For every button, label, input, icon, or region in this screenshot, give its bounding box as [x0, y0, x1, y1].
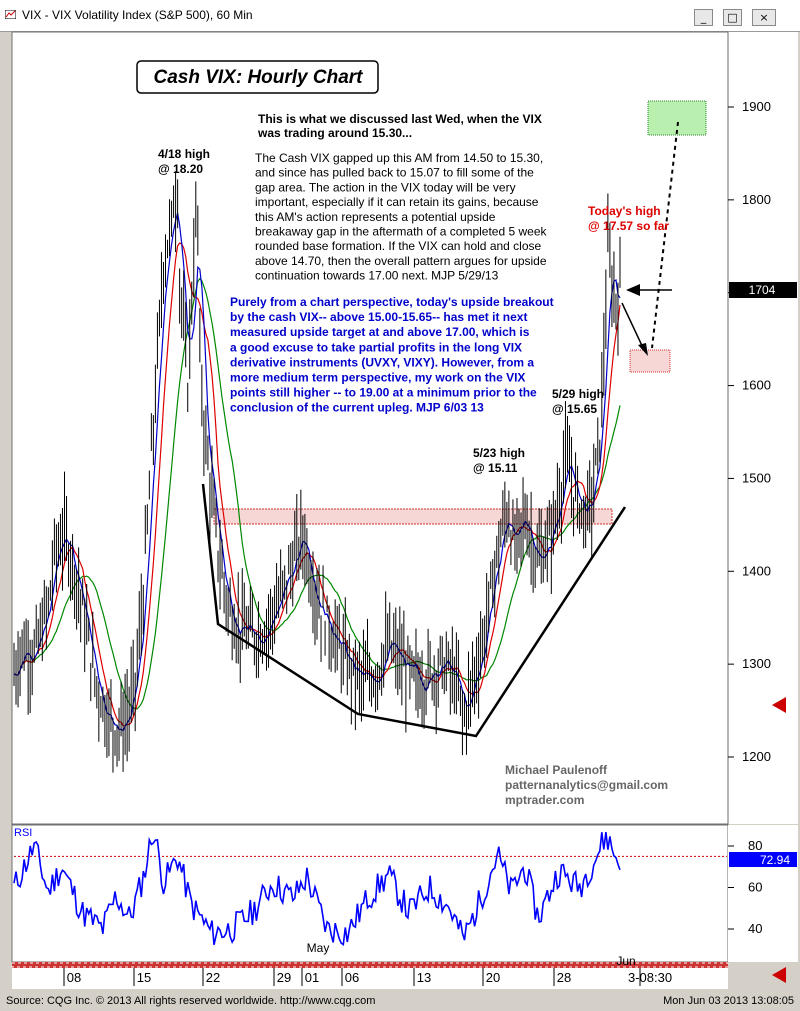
price-tick-label-1900: 1900	[742, 99, 771, 114]
price-tick-label-1500: 1500	[742, 470, 771, 485]
note3-line: conclusion of the current upleg. MJP 6/0…	[230, 401, 484, 415]
note2-line: and since has pulled back to 15.07 to fi…	[255, 166, 534, 180]
lbl-today-line: @ 17.57 so far	[588, 219, 669, 233]
close-button[interactable]: ×	[752, 9, 776, 26]
note2-line: gap area. The action in the VIX today wi…	[255, 180, 516, 194]
x-tick-label-7: 20	[486, 970, 500, 985]
rsi-label: RSI	[14, 827, 32, 839]
price-tick-label-1800: 1800	[742, 192, 771, 207]
rsi-value-box	[729, 852, 797, 867]
lbl-529-line: @ 15.65	[552, 402, 597, 416]
price-tick-label-1200: 1200	[742, 749, 771, 764]
price-bars	[13, 171, 621, 773]
month-label-0: May	[307, 941, 330, 955]
sig-line: patternanalytics@gmail.com	[505, 778, 668, 792]
signature-block: Michael Paulenoffpatternanalytics@gmail.…	[505, 763, 668, 807]
x-axis-date-strip	[12, 962, 728, 968]
note3-line: measured upside target at and above 17.0…	[230, 325, 530, 339]
base-trendline	[201, 483, 627, 738]
note2-line: The Cash VIX gapped up this AM from 14.5…	[255, 151, 543, 165]
note2-line: this AM's action represents a potential …	[255, 210, 496, 224]
label-523-high: 5/23 high@ 15.11	[473, 446, 525, 475]
x-tick-label-4: 01	[305, 970, 319, 985]
resistance-zone	[213, 508, 613, 525]
x-tick-label-3: 29	[277, 970, 291, 985]
time-scroll-arrow-icon[interactable]	[772, 967, 786, 983]
last-price-box	[729, 282, 797, 298]
arrow-head-left	[626, 284, 640, 296]
note1-line: was trading around 15.30...	[257, 126, 412, 140]
note-gap-analysis: The Cash VIX gapped up this AM from 14.5…	[255, 151, 548, 283]
minimize-button[interactable]: _	[694, 9, 713, 26]
note3-line: more medium term perspective, my work on…	[230, 371, 525, 385]
x-tick-label-2: 22	[206, 970, 220, 985]
rsi-tick-label-40: 40	[748, 921, 762, 936]
lbl-529-line: 5/29 high	[552, 387, 604, 401]
lbl-418-line: @ 18.20	[158, 162, 203, 176]
arrow-to-red-box	[621, 302, 645, 351]
rsi-value-label: 72.94	[760, 853, 790, 867]
sig-line: mptrader.com	[505, 793, 584, 807]
target-box-red	[629, 349, 671, 373]
note2-line: continuation towards 17.00 next. MJP 5/2…	[255, 269, 499, 283]
price-tick-label-1300: 1300	[742, 656, 771, 671]
lbl-523-line: 5/23 high	[473, 446, 525, 460]
target-box-green	[647, 100, 707, 136]
rsi-axis: 80 60 40	[728, 838, 762, 936]
chart-title-box	[136, 60, 379, 94]
rsi-tick-label-60: 60	[748, 880, 762, 895]
rsi-panel	[11, 824, 729, 963]
note3-line: derivative instruments (UVXY, VIXY). How…	[230, 355, 534, 369]
window-title-bar[interactable]: VIX - VIX Volatility Index (S&P 500), 60…	[0, 0, 800, 32]
scroll-arrow-icon[interactable]	[772, 697, 786, 713]
note3-line: a good excuse to take partial profits in…	[230, 340, 522, 354]
footer-bar: Source: CQG Inc. © 2013 All rights reser…	[0, 992, 800, 1011]
note2-line: breakaway gap in the aftermath of a comp…	[255, 225, 548, 239]
note1-line: This is what we discussed last Wed, when…	[258, 112, 542, 126]
arrow-head-down	[638, 343, 648, 356]
note-discussed: This is what we discussed last Wed, when…	[257, 112, 542, 140]
rsi-series	[13, 832, 621, 947]
x-tick-label-6: 13	[417, 970, 431, 985]
lbl-today-line: Today's high	[588, 204, 661, 218]
note-breakout: Purely from a chart perspective, today's…	[230, 295, 554, 415]
lbl-523-line: @ 15.11	[473, 461, 518, 475]
sig-line: Michael Paulenoff	[505, 763, 608, 777]
rsi-tick-label-80: 80	[748, 838, 762, 853]
note3-line: by the cash VIX-- above 15.00-15.65-- ha…	[230, 310, 527, 324]
price-axis-area	[728, 32, 798, 824]
price-tick-label-1600: 1600	[742, 378, 771, 393]
x-tick-label-5: 06	[345, 970, 359, 985]
note3-line: Purely from a chart perspective, today's…	[230, 295, 554, 309]
last-price-label: 1704	[749, 283, 776, 297]
x-tick-label-1: 15	[137, 970, 151, 985]
source-credit: Source: CQG Inc. © 2013 All rights reser…	[6, 995, 376, 1007]
price-tick-label-1400: 1400	[742, 563, 771, 578]
rsi-line	[13, 832, 621, 947]
lbl-418-line: 4/18 high	[158, 147, 210, 161]
label-418-high: 4/18 high@ 18.20	[158, 147, 210, 176]
x-axis-area	[12, 968, 728, 989]
note3-line: points still higher -- to 19.00 at a min…	[230, 386, 537, 400]
rsi-axis-area	[728, 825, 798, 962]
maximize-button[interactable]: □	[723, 9, 742, 26]
month-label-1: Jun	[616, 954, 635, 968]
x-tick-label-8: 28	[557, 970, 571, 985]
x-tick-label-9: 3-08:30	[628, 970, 672, 985]
note2-line: above 14.70, then the overall pattern ar…	[255, 254, 547, 268]
projection-dotted-line	[651, 121, 679, 349]
timestamp: Mon Jun 03 2013 13:08:05	[663, 995, 794, 1007]
window-title: VIX - VIX Volatility Index (S&P 500), 60…	[22, 8, 253, 22]
label-today-high: Today's high@ 17.57 so far	[588, 204, 669, 233]
chart-title: Cash VIX: Hourly Chart	[153, 67, 363, 88]
note2-line: important, especially if it can retain i…	[255, 195, 539, 209]
note2-line: rounded base formation. If the VIX can h…	[255, 239, 542, 253]
x-axis: 08 15 22 29 01 06 13 20 28 3-08:30 May Jun	[63, 941, 672, 986]
x-tick-label-0: 08	[67, 970, 81, 985]
app-icon	[5, 10, 16, 19]
label-529-high: 5/29 high@ 15.65	[552, 387, 604, 416]
